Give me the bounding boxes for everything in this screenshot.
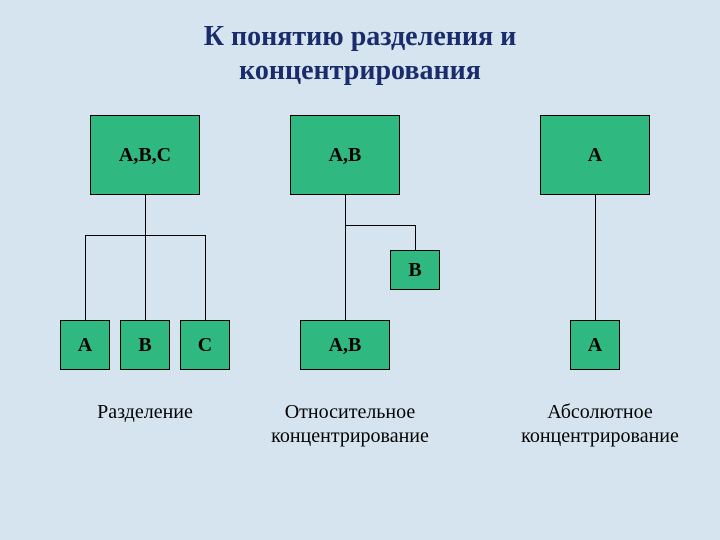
bottom-box-b: В — [120, 320, 170, 370]
g2-h — [345, 225, 415, 226]
title-line-1: К понятию разделения и — [0, 20, 720, 54]
top-box-a: А — [540, 115, 650, 195]
bottom-box-c: С — [180, 320, 230, 370]
top-box-a-label: А — [588, 144, 602, 167]
caption-absolute-line1: Абсолютное — [500, 400, 700, 424]
g2-v-top — [345, 195, 346, 225]
bottom-box-a-label: А — [78, 334, 92, 357]
g2-v-ab — [345, 225, 346, 320]
bottom-box-a: А — [60, 320, 110, 370]
bottom-box-b-label: В — [138, 334, 151, 357]
caption-separation: Разделение — [60, 400, 230, 424]
caption-absolute: Абсолютное концентрирование — [500, 400, 700, 448]
caption-relative-line1: Относительное — [250, 400, 450, 424]
title-line-2: концентрирования — [0, 54, 720, 88]
bottom-box-a2: А — [570, 320, 620, 370]
g1-v-b — [145, 235, 146, 320]
top-box-abc: А,В,С — [90, 115, 200, 195]
mid-box-b-label: В — [408, 259, 421, 282]
g1-v-a — [85, 235, 86, 320]
g3-v — [595, 195, 596, 320]
g2-v-b — [415, 225, 416, 250]
top-box-ab-label: А,В — [329, 144, 362, 167]
g1-v-top — [145, 195, 146, 235]
g1-v-c — [205, 235, 206, 320]
bottom-box-c-label: С — [198, 334, 212, 357]
caption-relative: Относительное концентрирование — [250, 400, 450, 448]
top-box-abc-label: А,В,С — [119, 144, 171, 167]
diagram-title: К понятию разделения и концентрирования — [0, 20, 720, 87]
mid-box-b: В — [390, 250, 440, 290]
caption-separation-text: Разделение — [97, 401, 193, 423]
bottom-box-a2-label: А — [588, 334, 602, 357]
top-box-ab: А,В — [290, 115, 400, 195]
bottom-box-ab: А,В — [300, 320, 390, 370]
caption-absolute-line2: концентрирование — [500, 424, 700, 448]
caption-relative-line2: концентрирование — [250, 424, 450, 448]
bottom-box-ab-label: А,В — [329, 334, 362, 357]
